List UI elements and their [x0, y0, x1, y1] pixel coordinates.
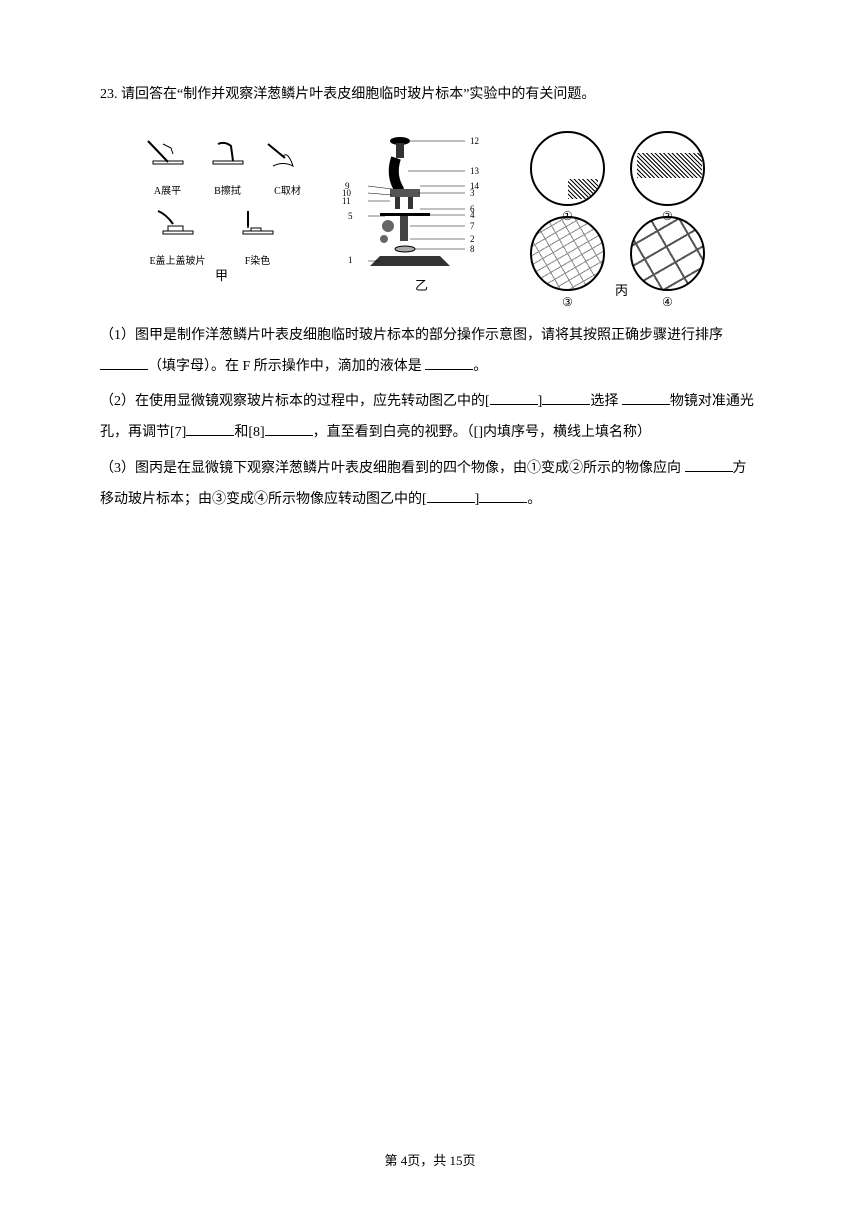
blank [425, 356, 473, 370]
sub-question-1: （1）图甲是制作洋葱鳞片叶表皮细胞临时玻片标本的部分操作示意图，请将其按照正确步… [100, 321, 760, 383]
blank [622, 391, 670, 405]
blank [186, 422, 234, 436]
sub-question-2: （2）在使用显微镜观察玻片标本的过程中，应先转动图乙中的[]选择 物镜对准通光孔… [100, 387, 760, 449]
question-intro: 请回答在“制作并观察洋葱鳞片叶表皮细胞临时玻片标本”实验中的有关问题。 [121, 87, 595, 102]
figure-bing-label: 丙 [615, 277, 628, 306]
blank [100, 356, 148, 370]
blank [427, 489, 475, 503]
step-f-label: F染色 [230, 256, 285, 268]
figure-yi: 9 10 11 5 1 12 13 14 3 6 4 7 2 8 乙 [340, 131, 500, 301]
step-e-label: E盖上盖玻片 [140, 256, 215, 268]
step-c-label: C取材 [260, 186, 315, 198]
figure-bing: ① ② ③ ④ 丙 [520, 131, 720, 301]
blank [685, 458, 733, 472]
microscope-svg [360, 131, 480, 276]
figure-yi-label: 乙 [415, 272, 428, 301]
figure-jia-label: 甲 [215, 262, 228, 291]
step-b-label: B擦拭 [200, 186, 255, 198]
blank [542, 391, 590, 405]
blank [479, 489, 527, 503]
figure-jia: A展平 B擦拭 C取材 E盖上盖玻片 F染色 甲 [140, 131, 320, 286]
sub-question-3: （3）图丙是在显微镜下观察洋葱鳞片叶表皮细胞看到的四个物像，由①变成②所示的物像… [100, 454, 760, 516]
figure-container: A展平 B擦拭 C取材 E盖上盖玻片 F染色 甲 [110, 131, 750, 301]
blank [490, 391, 538, 405]
blank [265, 422, 313, 436]
page-footer: 第 4页，共 15页 [0, 1147, 860, 1176]
question-number: 23. [100, 87, 118, 102]
question-header: 23. 请回答在“制作并观察洋葱鳞片叶表皮细胞临时玻片标本”实验中的有关问题。 [100, 80, 760, 111]
step-a-label: A展平 [140, 186, 195, 198]
